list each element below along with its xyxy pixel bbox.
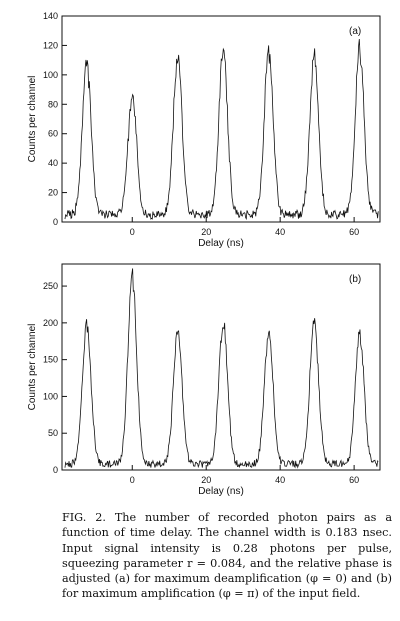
y-tick-label: 120 xyxy=(43,40,58,50)
panel-a-frame xyxy=(61,15,381,223)
y-tick-label: 50 xyxy=(48,428,58,438)
panel-b-series-line xyxy=(64,268,379,469)
x-tick-label: 20 xyxy=(201,475,211,485)
x-tick-label: 0 xyxy=(130,227,135,237)
x-tick-label: 60 xyxy=(349,227,359,237)
y-tick-label: 100 xyxy=(43,70,58,80)
x-tick-label: 40 xyxy=(275,227,285,237)
panel-b: 0 50 100 150 200 250 0 20 40 60 (b) Delay (ns) C… xyxy=(27,263,381,497)
panel-b-y-ticks: 0 50 100 150 200 250 xyxy=(43,281,67,475)
y-tick-label: 200 xyxy=(43,318,58,328)
y-tick-label: 40 xyxy=(48,158,58,168)
figure-caption: FIG. 2. The number of recorded photon pa… xyxy=(62,510,392,602)
y-tick-label: 140 xyxy=(43,11,58,21)
panel-a: 0 20 40 60 80 100 120 140 0 20 40 60 (a) Delay (ns… xyxy=(27,11,381,249)
panel-a-y-ticks: 0 20 40 60 80 100 120 140 xyxy=(43,11,67,227)
panel-b-frame xyxy=(61,263,381,471)
x-tick-label: 0 xyxy=(130,475,135,485)
caption-label: FIG. 2. xyxy=(62,511,106,524)
panel-b-tag: (b) xyxy=(349,274,361,285)
y-tick-label: 20 xyxy=(48,188,58,198)
y-tick-label: 150 xyxy=(43,355,58,365)
caption-text: The number of recorded photon pairs as a… xyxy=(62,511,393,601)
y-tick-label: 250 xyxy=(43,281,58,291)
panel-a-x-ticks: 0 20 40 60 xyxy=(130,217,359,237)
x-tick-label: 60 xyxy=(349,475,359,485)
panel-b-x-ticks: 0 20 40 60 xyxy=(130,465,359,485)
figure-canvas: 0 20 40 60 80 100 120 140 0 20 40 60 (a) Delay (ns… xyxy=(27,11,381,497)
panel-b-x-axis-title: Delay (ns) xyxy=(198,486,244,497)
panel-a-series-line xyxy=(64,38,379,221)
y-tick-label: 60 xyxy=(48,129,58,139)
panel-a-x-axis-title: Delay (ns) xyxy=(198,238,244,249)
y-tick-label: 0 xyxy=(53,465,58,475)
x-tick-label: 20 xyxy=(201,227,211,237)
panel-a-y-axis-title: Counts per channel xyxy=(27,76,38,163)
panel-a-tag: (a) xyxy=(349,26,361,37)
y-tick-label: 100 xyxy=(43,391,58,401)
y-tick-label: 80 xyxy=(48,99,58,109)
x-tick-label: 40 xyxy=(275,475,285,485)
y-tick-label: 0 xyxy=(53,217,58,227)
panel-b-y-axis-title: Counts per channel xyxy=(27,324,38,411)
